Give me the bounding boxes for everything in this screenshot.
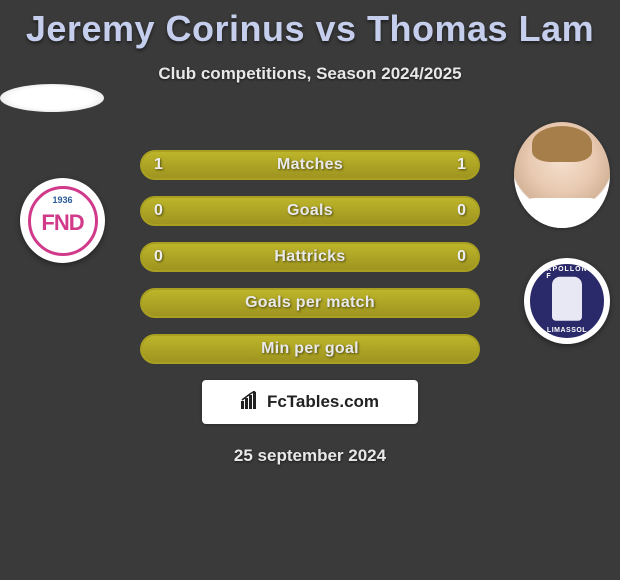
subtitle: Club competitions, Season 2024/2025 — [0, 64, 620, 84]
stat-right-value: 1 — [457, 156, 466, 174]
avatar-player-left — [0, 84, 104, 112]
stat-row-goals-per-match: Goals per match — [140, 288, 480, 318]
date-text: 25 september 2024 — [0, 446, 620, 466]
stat-label: Matches — [277, 156, 343, 174]
club-left-text: FND — [41, 210, 83, 236]
stat-left-value: 0 — [154, 202, 163, 220]
avatar-player-right — [514, 122, 610, 228]
page-title: Jeremy Corinus vs Thomas Lam — [0, 0, 620, 50]
club-badge-right: APOLLON F LIMASSOL — [524, 258, 610, 344]
stat-right-value: 0 — [457, 202, 466, 220]
stats-container: 1 Matches 1 0 Goals 0 0 Hattricks 0 Goal… — [140, 150, 480, 364]
stat-label: Min per goal — [261, 340, 359, 358]
stat-label: Goals — [287, 202, 333, 220]
stat-left-value: 0 — [154, 248, 163, 266]
stat-label: Goals per match — [245, 294, 375, 312]
club-left-year: 1936 — [52, 195, 72, 205]
club-badge-left: 1936 FND — [20, 178, 105, 263]
brand-box: FcTables.com — [202, 380, 418, 424]
stat-left-value: 1 — [154, 156, 163, 174]
club-badge-left-inner: 1936 FND — [28, 186, 98, 256]
stat-row-goals: 0 Goals 0 — [140, 196, 480, 226]
stat-row-hattricks: 0 Hattricks 0 — [140, 242, 480, 272]
stat-row-min-per-goal: Min per goal — [140, 334, 480, 364]
chart-icon — [241, 391, 263, 414]
brand-text: FcTables.com — [267, 392, 379, 412]
stat-right-value: 0 — [457, 248, 466, 266]
club-badge-right-inner: APOLLON F LIMASSOL — [530, 264, 604, 338]
club-right-figure-icon — [552, 277, 582, 321]
stat-row-matches: 1 Matches 1 — [140, 150, 480, 180]
stat-label: Hattricks — [274, 248, 345, 266]
club-right-bottom-text: LIMASSOL — [547, 327, 587, 334]
